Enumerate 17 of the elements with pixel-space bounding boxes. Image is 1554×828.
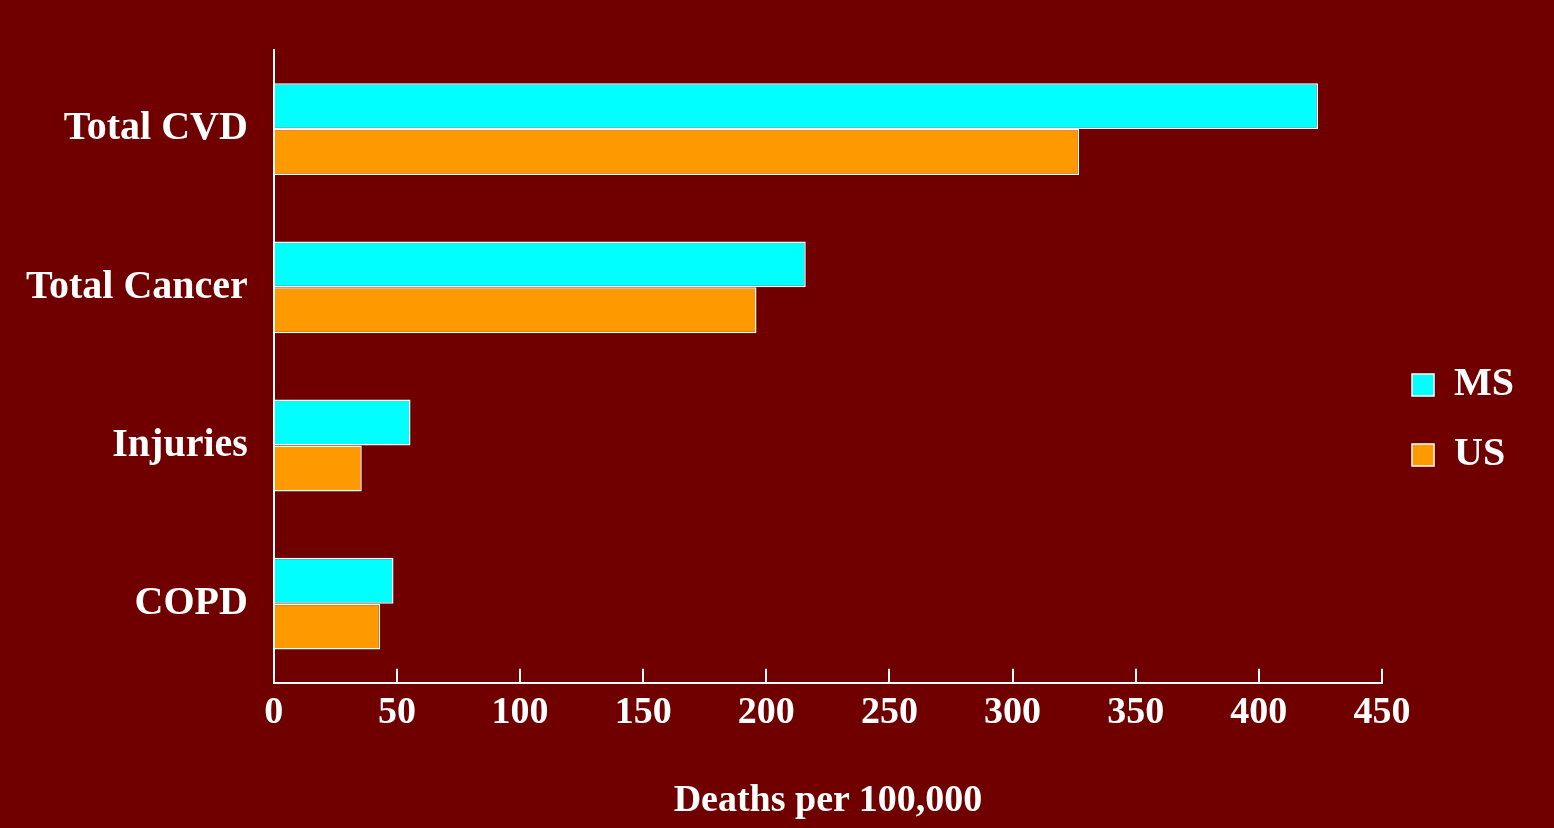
y-tick-label: Total Cancer — [25, 261, 248, 307]
x-tick-label: 400 — [1230, 689, 1288, 732]
legend-label: MS — [1454, 359, 1514, 405]
legend-label: US — [1454, 429, 1506, 475]
x-tick-label: 300 — [984, 689, 1042, 732]
x-tick-label: 50 — [377, 689, 416, 732]
x-tick-label: 250 — [860, 689, 918, 732]
y-tick-label: COPD — [134, 578, 248, 624]
x-tick-label: 150 — [614, 689, 672, 732]
x-axis-title: Deaths per 100,000 — [673, 777, 983, 820]
x-tick-label: 350 — [1107, 689, 1165, 732]
x-tick-label: 450 — [1353, 689, 1411, 732]
x-tick-label: 0 — [264, 689, 284, 732]
x-tick-label: 200 — [737, 689, 795, 732]
y-tick-label: Total CVD — [63, 103, 248, 149]
y-tick-label: Injuries — [112, 419, 248, 465]
x-tick-label: 100 — [491, 689, 549, 732]
